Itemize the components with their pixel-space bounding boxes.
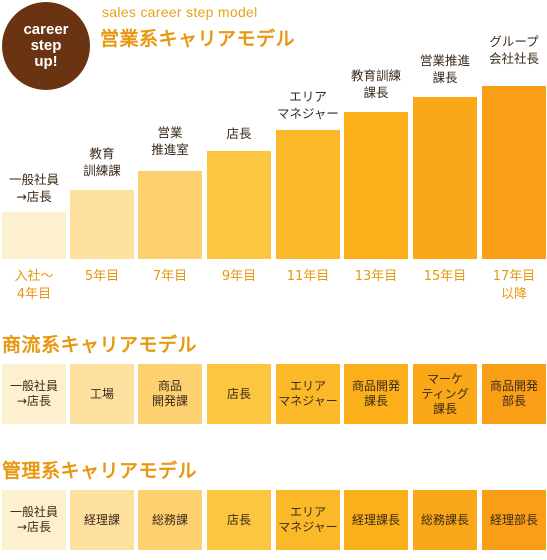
career-cell: 一般社員 →店長	[2, 364, 66, 424]
career-cell: 商品開発 課長	[344, 364, 408, 424]
career-cell-label: 商品開発 課長	[351, 379, 400, 408]
management-title: 管理系キャリアモデル	[2, 460, 198, 482]
career-cell: 経理部長	[482, 490, 546, 550]
step-bar	[207, 151, 271, 259]
career-cell-label: 商品 開発課	[151, 379, 188, 408]
career-cell-label: マーケ ティング 課長	[421, 371, 469, 416]
career-cell-label: エリア マネジャー	[278, 379, 338, 408]
career-step-up-badge: career step up!	[2, 2, 90, 90]
step-bar	[2, 212, 66, 259]
career-cell: エリア マネジャー	[276, 364, 340, 424]
step-label: 営業 推進室	[151, 125, 189, 157]
step-year: 入社〜 4年目	[14, 269, 54, 302]
career-cell: 総務課	[138, 490, 202, 550]
career-cell-label: 総務課長	[420, 512, 469, 527]
career-cell: 商品開発 部長	[482, 364, 546, 424]
step-label: 一般社員 →店長	[8, 172, 59, 204]
career-cell-label: 商品開発 部長	[489, 379, 538, 408]
career-cell-label: 店長	[226, 386, 251, 401]
step-year: 7年目	[152, 269, 188, 284]
step-label: 教育 訓練課	[83, 146, 121, 178]
commerce-title: 商流系キャリアモデル	[2, 334, 198, 356]
career-cell-label: 店長	[226, 512, 251, 527]
step-bar	[276, 130, 340, 259]
step-label: 営業推進 課長	[419, 53, 470, 85]
step-bar	[70, 190, 134, 259]
career-cell-label: 経理課	[83, 512, 120, 527]
step-bar	[344, 112, 408, 259]
step-label: 教育訓練 課長	[350, 68, 401, 100]
career-cell-label: 一般社員 →店長	[9, 379, 58, 408]
career-cell: 経理課	[70, 490, 134, 550]
badge-line: up!	[34, 53, 58, 70]
career-cell: エリア マネジャー	[276, 490, 340, 550]
career-cell: 一般社員 →店長	[2, 490, 66, 550]
step-year: 17年目 以降	[492, 269, 536, 302]
career-cell-label: 総務課	[151, 512, 188, 527]
career-cell: 店長	[207, 490, 271, 550]
step-year: 11年目	[286, 269, 330, 284]
step-year: 5年目	[84, 269, 120, 284]
badge-line: career	[23, 21, 69, 38]
career-cell: 工場	[70, 364, 134, 424]
step-label: グループ 会社社長	[488, 34, 539, 66]
badge-line: step	[30, 37, 62, 54]
career-cell-label: 工場	[89, 386, 114, 401]
step-label: 店長	[226, 126, 252, 141]
career-cell: 経理課長	[344, 490, 408, 550]
career-cell-label: 経理課長	[351, 512, 400, 527]
step-year: 13年目	[354, 269, 398, 284]
career-cell: マーケ ティング 課長	[413, 364, 477, 424]
step-bar	[482, 86, 546, 259]
career-cell: 店長	[207, 364, 271, 424]
career-cell-label: 経理部長	[489, 512, 538, 527]
step-bar	[138, 171, 202, 259]
step-year: 9年目	[221, 269, 257, 284]
sales-title: 営業系キャリアモデル	[100, 28, 296, 50]
step-year: 15年目	[423, 269, 467, 284]
career-cell: 総務課長	[413, 490, 477, 550]
step-label: エリア マネジャー	[277, 89, 339, 121]
career-cell-label: 一般社員 →店長	[9, 505, 58, 534]
career-cell-label: エリア マネジャー	[278, 505, 338, 534]
sales-subtitle: sales career step model	[102, 4, 258, 20]
career-cell: 商品 開発課	[138, 364, 202, 424]
step-bar	[413, 97, 477, 259]
